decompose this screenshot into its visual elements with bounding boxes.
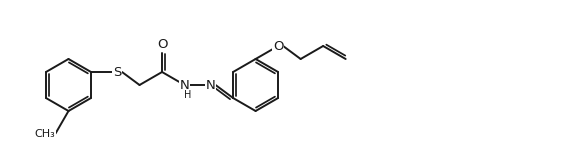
Text: O: O (273, 39, 283, 53)
Text: N: N (180, 79, 189, 91)
Text: H: H (184, 89, 192, 99)
Text: N: N (206, 79, 215, 91)
Text: O: O (157, 38, 167, 51)
Text: CH₃: CH₃ (35, 129, 56, 138)
Text: S: S (113, 65, 121, 79)
